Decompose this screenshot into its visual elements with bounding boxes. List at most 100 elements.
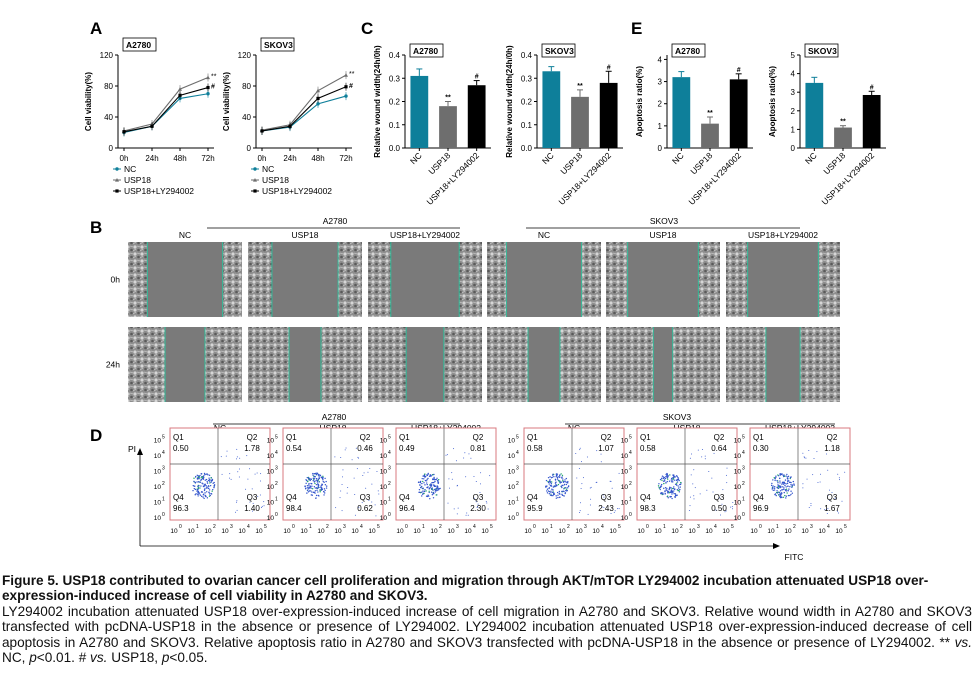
event-dot — [342, 469, 344, 471]
event-dot — [210, 479, 212, 481]
x-log-exponent: 0 — [759, 524, 762, 530]
event-dot — [772, 479, 774, 481]
significance-mark: # — [475, 74, 479, 81]
event-dot — [315, 473, 317, 476]
caption-p-2: p — [161, 650, 170, 666]
y-log-exponent: 3 — [162, 466, 165, 472]
event-dot — [676, 479, 678, 482]
bar-usp18-ly294002 — [599, 82, 618, 148]
event-dot — [618, 472, 620, 474]
event-dot — [582, 477, 584, 479]
event-dot — [436, 477, 438, 480]
y-log-exponent: 3 — [629, 466, 632, 472]
data-point — [344, 73, 348, 77]
event-dot — [554, 479, 557, 481]
event-dot — [431, 487, 433, 489]
event-dot — [205, 485, 207, 487]
event-dot — [697, 449, 699, 451]
q4-label: Q4 — [399, 493, 410, 502]
event-dot — [367, 471, 369, 473]
y-log-tick: 10 — [621, 515, 629, 522]
event-dot — [791, 484, 794, 486]
y-log-tick: 10 — [154, 453, 162, 460]
event-dot — [464, 452, 466, 454]
event-dot — [779, 480, 781, 482]
event-dot — [305, 479, 307, 481]
x-log-exponent: 0 — [292, 524, 295, 530]
event-dot — [677, 476, 679, 479]
event-dot — [314, 490, 317, 492]
event-dot — [428, 495, 430, 497]
event-dot — [708, 471, 710, 473]
event-dot — [783, 488, 785, 491]
event-dot — [590, 486, 592, 488]
y-tick-label: 0.0 — [521, 144, 533, 153]
y-tick-label: 0 — [109, 144, 114, 153]
event-dot — [361, 502, 363, 504]
event-dot — [562, 490, 564, 492]
event-dot — [788, 481, 791, 484]
x-log-tick: 10 — [204, 528, 212, 535]
x-log-exponent: 5 — [490, 524, 493, 530]
event-dot — [783, 475, 786, 477]
y-log-exponent: 5 — [742, 435, 745, 441]
event-dot — [580, 487, 582, 489]
event-dot — [674, 483, 677, 485]
bar-usp18-ly294002 — [862, 94, 881, 148]
event-dot — [550, 484, 552, 487]
event-dot — [432, 492, 435, 495]
event-dot — [791, 492, 794, 494]
event-dot — [610, 480, 612, 482]
x-log-exponent: 2 — [213, 524, 216, 530]
event-dot — [783, 491, 785, 494]
event-dot — [580, 461, 582, 463]
q4-label: Q4 — [753, 493, 764, 502]
event-dot — [209, 482, 211, 484]
data-point — [178, 87, 182, 91]
event-dot — [550, 482, 553, 485]
y-tick-label: 0.0 — [389, 144, 401, 153]
event-dot — [418, 491, 420, 494]
x-log-tick: 10 — [317, 528, 325, 535]
event-dot — [432, 478, 434, 481]
event-dot — [423, 482, 425, 484]
event-dot — [211, 490, 213, 492]
event-dot — [318, 481, 320, 483]
event-dot — [316, 479, 318, 482]
event-dot — [202, 483, 204, 485]
y-log-exponent: 4 — [742, 450, 745, 456]
event-dot — [210, 493, 213, 495]
event-dot — [422, 475, 424, 477]
event-dot — [561, 474, 564, 477]
event-dot — [312, 480, 314, 482]
y-tick-label: 80 — [242, 82, 251, 91]
event-dot — [203, 485, 205, 487]
event-dot — [561, 484, 563, 487]
event-dot — [841, 500, 843, 502]
legend-marker — [253, 178, 257, 182]
event-dot — [785, 483, 787, 485]
x-log-tick: 10 — [283, 528, 291, 535]
data-point — [316, 96, 320, 100]
y-tick-label: 80 — [104, 82, 113, 91]
panel-d-flow-cytometry: A2780SKOV3PIFITCNCQ10.50Q21.78Q496.3Q31.… — [128, 412, 851, 562]
event-dot — [315, 483, 318, 486]
event-dot — [547, 476, 550, 479]
event-dot — [838, 477, 840, 479]
event-dot — [356, 468, 358, 470]
event-dot — [552, 489, 554, 491]
x-log-tick: 10 — [722, 528, 730, 535]
data-point — [260, 129, 264, 133]
event-dot — [701, 448, 703, 450]
dot-plot-frame — [169, 427, 271, 521]
event-dot — [689, 505, 691, 507]
figure-caption: Figure 5. USP18 contributed to ovarian c… — [2, 573, 972, 665]
cell-line-box — [541, 43, 576, 58]
event-dot — [778, 491, 781, 494]
event-dot — [773, 477, 775, 479]
event-dot — [774, 479, 776, 482]
cell-line-label: A2780 — [126, 40, 151, 50]
event-dot — [313, 486, 316, 488]
event-dot — [431, 493, 434, 496]
x-log-tick: 10 — [705, 528, 713, 535]
